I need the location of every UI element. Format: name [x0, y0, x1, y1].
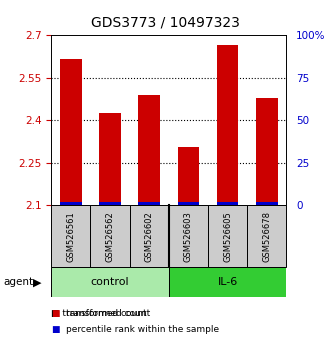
Bar	[60, 202, 82, 205]
Text: ▶: ▶	[33, 277, 42, 287]
Text: GDS3773 / 10497323: GDS3773 / 10497323	[91, 16, 240, 30]
Bar	[217, 45, 238, 205]
Bar	[169, 267, 286, 297]
Bar	[99, 202, 121, 205]
Bar	[90, 205, 130, 267]
Text: percentile rank within the sample: percentile rank within the sample	[66, 325, 219, 334]
Bar	[99, 113, 121, 205]
Bar	[247, 205, 286, 267]
Bar	[138, 202, 160, 205]
Bar	[138, 95, 160, 205]
Text: GSM526561: GSM526561	[67, 211, 75, 262]
Text: ■: ■	[51, 325, 60, 334]
Text: GSM526603: GSM526603	[184, 211, 193, 262]
Text: transformed count: transformed count	[66, 309, 151, 318]
Bar	[208, 205, 247, 267]
Bar	[178, 202, 199, 205]
Bar	[51, 205, 90, 267]
Bar	[256, 202, 277, 205]
Text: agent: agent	[3, 277, 33, 287]
Text: IL-6: IL-6	[217, 277, 238, 287]
Bar	[130, 205, 169, 267]
Text: ■: ■	[51, 309, 60, 318]
Bar	[60, 59, 82, 205]
Text: control: control	[91, 277, 129, 287]
Text: GSM526562: GSM526562	[106, 211, 115, 262]
Bar	[169, 205, 208, 267]
Text: ■ transformed count: ■ transformed count	[51, 309, 147, 318]
Text: GSM526678: GSM526678	[262, 211, 271, 262]
Bar	[217, 202, 238, 205]
Bar	[51, 267, 169, 297]
Bar	[178, 147, 199, 205]
Bar	[256, 98, 277, 205]
Text: GSM526605: GSM526605	[223, 211, 232, 262]
Text: GSM526602: GSM526602	[145, 211, 154, 262]
